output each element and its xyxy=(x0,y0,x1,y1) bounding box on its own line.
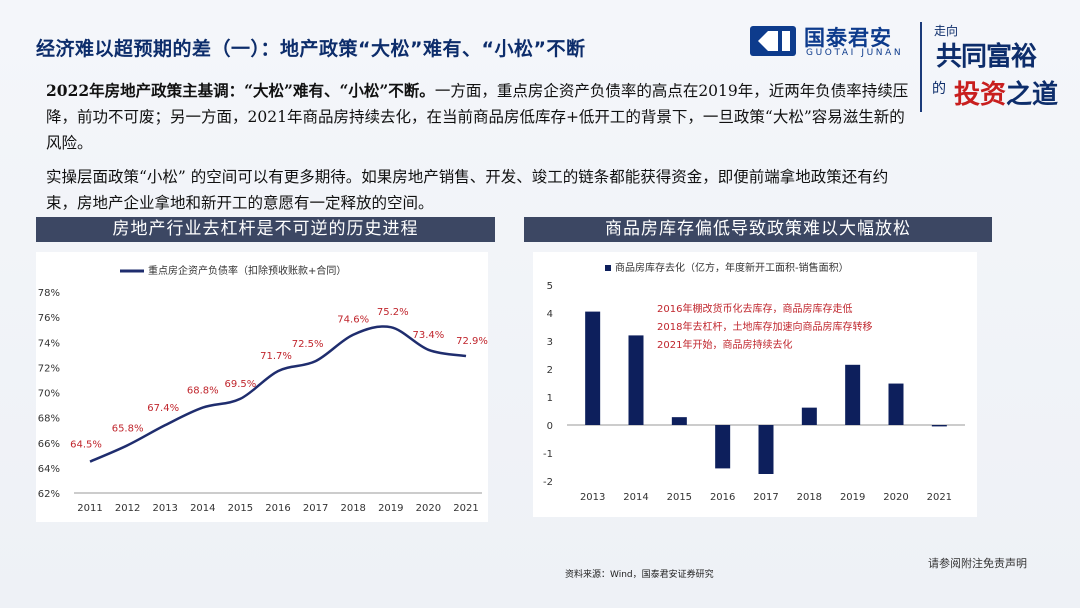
y-tick-label: 76% xyxy=(38,313,60,324)
y-tick-label: 64% xyxy=(38,464,60,475)
bar xyxy=(585,311,601,425)
y-tick-label: 72% xyxy=(38,363,60,374)
y-tick-label: -2 xyxy=(543,477,553,488)
paragraph-policy-tone: 2022年房地产政策主基调：“大松”难有、“小松”不断。一方面，重点房企资产负债… xyxy=(46,78,914,156)
x-tick-label: 2017 xyxy=(753,492,778,503)
legend-label: 商品房库存去化（亿方，年度新开工面积-销售面积） xyxy=(615,261,849,274)
y-tick-label: 2 xyxy=(547,365,553,376)
brand-line4b: 之道 xyxy=(1006,80,1059,110)
x-tick-label: 2020 xyxy=(416,503,441,514)
guotai-junan-logo-icon xyxy=(750,26,796,56)
x-tick-label: 2017 xyxy=(303,503,328,514)
x-tick-label: 2013 xyxy=(152,503,177,514)
paragraph-body: 一方面，重点房企资产负债率的高点在2019年，近两年负债率持续压降，前功不可废；… xyxy=(46,82,909,152)
brand-line4: 投资之道 xyxy=(954,74,1058,111)
bar xyxy=(888,383,904,425)
chart-panel-debt-ratio: 重点房企资产负债率（扣除预收账款+合同） 62% 64% 66% 68% 70% 72% 74… xyxy=(36,252,488,522)
x-tick-label: 2021 xyxy=(453,503,478,514)
x-tick-label: 2015 xyxy=(228,503,253,514)
bar xyxy=(845,364,861,425)
paragraph-small-easing: 实操层面政策“小松” 的空间可以有更多期待。如果房地产销售、开发、竣工的链条都能… xyxy=(46,168,889,212)
legend-swatch xyxy=(605,265,611,271)
x-tick-label: 2019 xyxy=(840,492,865,503)
y-tick-label: 3 xyxy=(547,337,553,348)
y-tick-label: 62% xyxy=(38,489,60,500)
x-tick-label: 2014 xyxy=(623,492,648,503)
header-divider xyxy=(920,22,922,112)
y-tick-label: 68% xyxy=(38,414,60,425)
bar xyxy=(758,425,774,474)
data-label: 64.5% xyxy=(70,440,102,451)
logo-en-text: GUOTAI JUNAN xyxy=(806,48,904,58)
bar xyxy=(931,425,947,427)
x-tick-label: 2012 xyxy=(115,503,140,514)
x-tick-label: 2013 xyxy=(580,492,605,503)
data-label: 69.5% xyxy=(225,379,257,390)
logo-cn-text: 国泰君安 xyxy=(804,26,892,50)
chart-panel-inventory: 商品房库存去化（亿方，年度新开工面积-销售面积） -2 -1 0 1 2 3 4 5 2013 20… xyxy=(533,252,977,517)
paragraph-lead: 2022年房地产政策主基调：“大松”难有、“小松”不断。 xyxy=(46,81,435,100)
company-logo: 国泰君安 GUOTAI JUNAN xyxy=(748,24,908,60)
y-tick-label: 1 xyxy=(547,393,553,404)
x-tick-label: 2011 xyxy=(77,503,102,514)
disclaimer-link[interactable]: 请参阅附注免责声明 xyxy=(928,557,1027,570)
page-title: 经济难以超预期的差（一）：地产政策“大松”难有、“小松”不断 xyxy=(36,38,586,60)
y-tick-label: 5 xyxy=(547,281,553,292)
data-label: 68.8% xyxy=(187,386,219,397)
data-label: 75.2% xyxy=(377,307,409,318)
x-tick-label: 2020 xyxy=(883,492,908,503)
x-tick-label: 2016 xyxy=(710,492,735,503)
y-tick-label: 74% xyxy=(38,338,60,349)
annotation-text: 2021年开始，商品房持续去化 xyxy=(657,338,792,351)
y-tick-label: 78% xyxy=(38,288,60,299)
y-tick-label: 70% xyxy=(38,389,60,400)
x-tick-label: 2015 xyxy=(667,492,692,503)
bar xyxy=(628,335,644,425)
data-label: 67.4% xyxy=(147,403,179,414)
bar xyxy=(715,425,731,469)
x-tick-label: 2018 xyxy=(340,503,365,514)
x-tick-label: 2016 xyxy=(265,503,290,514)
bar xyxy=(671,417,687,425)
annotation-text: 2018年去杠杆，土地库存加速向商品房库存转移 xyxy=(657,320,872,333)
source-footnote: 资料来源：Wind，国泰君安证券研究 xyxy=(565,570,714,580)
data-label: 72.5% xyxy=(292,339,324,350)
brand-slogan: 走向 共同富裕 的 投资之道 xyxy=(930,22,1070,120)
brand-line1: 走向 xyxy=(934,24,959,38)
y-tick-label: 4 xyxy=(547,309,553,320)
brand-line4a: 投资 xyxy=(954,80,1007,110)
bar xyxy=(801,407,817,425)
data-label: 65.8% xyxy=(112,423,144,434)
series-line-debt-ratio xyxy=(89,325,467,463)
data-label: 74.6% xyxy=(337,315,369,326)
section-header-deleveraging: 房地产行业去杠杆是不可逆的历史进程 xyxy=(36,217,495,242)
y-tick-label: -1 xyxy=(543,449,553,460)
y-tick-label: 0 xyxy=(547,421,553,432)
data-label: 72.9% xyxy=(456,336,488,347)
annotation-text: 2016年棚改货币化去库存，商品房库存走低 xyxy=(657,302,852,315)
section-header-inventory: 商品房库存偏低导致政策难以大幅放松 xyxy=(524,217,992,242)
y-tick-label: 66% xyxy=(38,439,60,450)
x-tick-label: 2018 xyxy=(797,492,822,503)
bar-chart-inventory: 商品房库存去化（亿方，年度新开工面积-销售面积） -2 -1 0 1 2 3 4 5 2013 20… xyxy=(543,261,965,503)
data-label: 71.7% xyxy=(260,351,292,362)
x-tick-label: 2019 xyxy=(378,503,403,514)
brand-line3: 的 xyxy=(932,81,946,97)
x-tick-label: 2014 xyxy=(190,503,215,514)
x-tick-label: 2021 xyxy=(927,492,952,503)
legend-label: 重点房企资产负债率（扣除预收账款+合同） xyxy=(148,264,346,277)
line-chart-debt-ratio: 重点房企资产负债率（扣除预收账款+合同） 62% 64% 66% 68% 70% 72% 74… xyxy=(38,264,488,514)
data-label: 73.4% xyxy=(413,330,445,341)
brand-line2: 共同富裕 xyxy=(936,42,1037,72)
